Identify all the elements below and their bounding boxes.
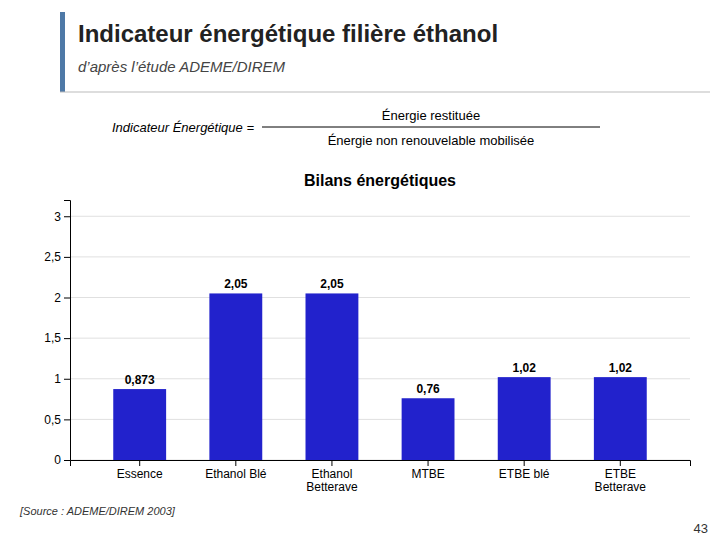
y-tick: 3 bbox=[54, 210, 70, 224]
formula-left: Indicateur Énergétique = bbox=[112, 120, 254, 135]
y-tick: 0 bbox=[54, 453, 70, 467]
x-tick: ETBE blé bbox=[499, 460, 550, 481]
x-tick-label-line: ETBE blé bbox=[499, 467, 550, 481]
y-tick-mark bbox=[64, 419, 70, 420]
data-label: 0,76 bbox=[416, 382, 440, 396]
x-tick-mark bbox=[139, 460, 140, 466]
grid-line bbox=[70, 338, 690, 339]
x-tick-label: Ethanol Blé bbox=[205, 467, 267, 481]
y-tick-label: 3 bbox=[54, 210, 61, 224]
y-tick-mark bbox=[64, 460, 70, 461]
fraction-bar bbox=[262, 127, 600, 128]
y-tick-mark bbox=[64, 379, 70, 380]
chart-title: Bilans énergétiques bbox=[304, 172, 456, 189]
grid-line bbox=[70, 256, 690, 257]
page-subtitle: d’après l’étude ADEME/DIREM bbox=[78, 58, 286, 75]
bar bbox=[209, 293, 262, 460]
y-tick: 0,5 bbox=[44, 413, 70, 427]
data-labels: 0,873 2,05 2,05 0,76 1,02 1,02 bbox=[125, 277, 633, 396]
x-tick: ETBEBetterave bbox=[595, 460, 647, 494]
y-tick-mark bbox=[64, 298, 70, 299]
x-tick-mark bbox=[524, 460, 525, 466]
x-tick-label: MTBE bbox=[411, 467, 444, 481]
formula-numerator: Énergie restituée bbox=[382, 108, 480, 123]
x-tick-label-line: ETBE bbox=[605, 467, 636, 481]
header-accent bbox=[60, 12, 65, 92]
data-label: 1,02 bbox=[513, 361, 537, 375]
source: [Source : ADEME/DIREM 2003] bbox=[19, 505, 176, 517]
x-tick-label: EthanolBetterave bbox=[306, 467, 358, 495]
x-tick-label: ETBEBetterave bbox=[595, 467, 647, 495]
x-axis-line bbox=[71, 461, 691, 467]
y-tick-mark bbox=[64, 338, 70, 339]
bar bbox=[594, 377, 647, 460]
grid-line bbox=[70, 216, 690, 217]
y-axis: 0 0,5 1 1,5 2 2,5 3 bbox=[44, 201, 70, 468]
x-axis: EssenceEthanol BléEthanolBetteraveMTBEET… bbox=[71, 460, 691, 494]
header-separator bbox=[60, 92, 710, 93]
plot: 0,873 2,05 2,05 0,76 1,02 1,02 0 0,5 1 1,5 2 2,5 3 Es… bbox=[44, 201, 690, 495]
y-tick: 1,5 bbox=[44, 331, 70, 345]
x-tick-label: Essence bbox=[117, 467, 163, 481]
y-tick: 2,5 bbox=[44, 250, 70, 264]
x-tick-mark bbox=[428, 460, 429, 466]
x-tick-mark bbox=[620, 460, 621, 466]
grid bbox=[70, 216, 690, 460]
x-tick-label-line: Ethanol bbox=[312, 467, 353, 481]
page-number: 43 bbox=[694, 521, 708, 536]
x-tick: Ethanol Blé bbox=[205, 460, 267, 481]
y-tick-label: 1 bbox=[54, 372, 61, 386]
bar bbox=[113, 389, 166, 460]
data-label: 0,873 bbox=[125, 373, 155, 387]
data-label: 2,05 bbox=[320, 277, 344, 291]
bar bbox=[498, 377, 551, 460]
x-tick-label: ETBE blé bbox=[499, 467, 550, 481]
x-tick: MTBE bbox=[411, 460, 444, 481]
page-title: Indicateur énergétique filière éthanol bbox=[78, 20, 498, 47]
x-tick-mark bbox=[331, 460, 332, 466]
y-tick-label: 0 bbox=[54, 453, 61, 467]
formula-denominator: Énergie non renouvelable mobilisée bbox=[328, 133, 535, 148]
y-tick-mark bbox=[64, 257, 70, 258]
y-tick-mark bbox=[64, 216, 70, 217]
x-tick-label-line: Betterave bbox=[595, 480, 647, 494]
y-tick: 1 bbox=[54, 372, 70, 386]
y-tick-label: 1,5 bbox=[44, 331, 61, 345]
x-tick-mark bbox=[235, 460, 236, 466]
x-tick-label-line: MTBE bbox=[411, 467, 444, 481]
grid-line bbox=[70, 297, 690, 298]
x-tick: Essence bbox=[117, 460, 163, 481]
y-tick-label: 0,5 bbox=[44, 413, 61, 427]
bar bbox=[402, 398, 455, 460]
x-tick-label-line: Betterave bbox=[306, 480, 358, 494]
page: Indicateur énergétique filière éthanol d’… bbox=[0, 0, 720, 540]
y-tick: 2 bbox=[54, 291, 70, 305]
bar bbox=[306, 293, 359, 460]
y-tick-label: 2 bbox=[54, 291, 61, 305]
bars bbox=[113, 293, 646, 460]
x-tick: EthanolBetterave bbox=[306, 460, 358, 494]
y-axis-line bbox=[64, 201, 71, 461]
data-label: 2,05 bbox=[224, 277, 248, 291]
data-label: 1,02 bbox=[609, 361, 633, 375]
y-tick-label: 2,5 bbox=[44, 250, 61, 264]
x-tick-label-line: Ethanol Blé bbox=[205, 467, 267, 481]
x-tick-label-line: Essence bbox=[117, 467, 163, 481]
